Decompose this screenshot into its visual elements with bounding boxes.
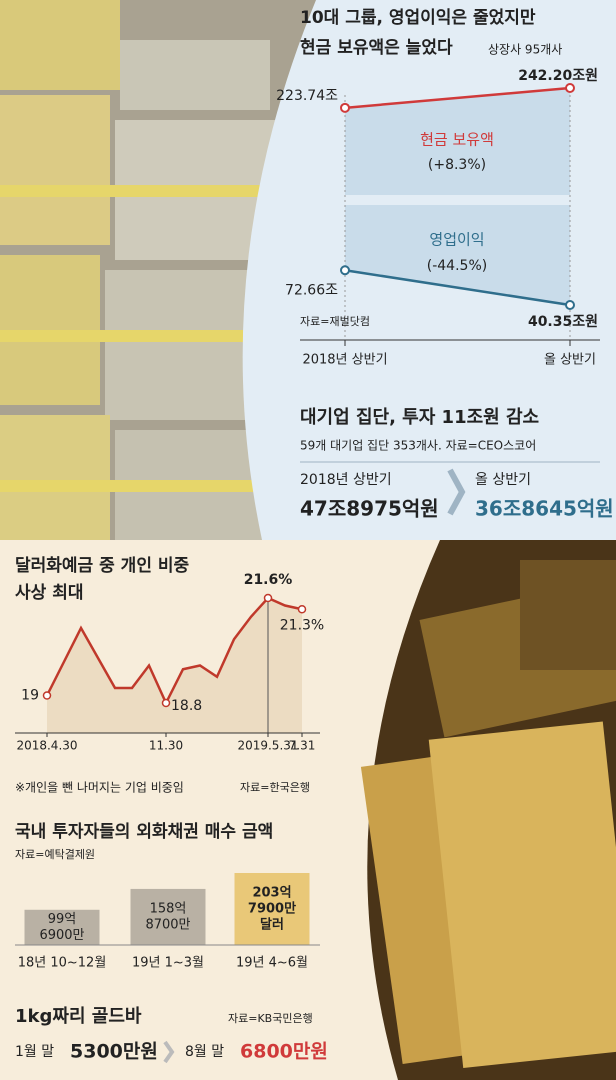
investment-subtitle: 59개 대기업 집단 353개사. 자료=CEO스코어 bbox=[300, 439, 536, 453]
area bbox=[47, 598, 302, 733]
value-label: 223.74조 bbox=[276, 88, 338, 104]
bar bbox=[130, 888, 206, 945]
value-label: 7900만 bbox=[248, 901, 296, 917]
source: 자료=예탁결제원 bbox=[15, 848, 95, 861]
bar bbox=[24, 909, 100, 945]
marker bbox=[297, 605, 307, 614]
chevron bbox=[447, 468, 466, 516]
marker bbox=[565, 83, 575, 93]
x-tick-label: 18년 10~12월 bbox=[18, 956, 107, 971]
value-label: 8700만 bbox=[145, 917, 190, 932]
banknotes bbox=[0, 0, 280, 540]
note: ※개인을 뺀 나머지는 기업 비중임 bbox=[15, 781, 184, 795]
marker bbox=[161, 698, 171, 708]
before-value: 47조8975억원 bbox=[300, 497, 439, 521]
value-label: 21.3% bbox=[280, 617, 324, 633]
chart-title: 현금 보유액은 늘었다 bbox=[300, 37, 453, 58]
x-tick-label: 7.31 bbox=[289, 739, 316, 753]
value-label: 달러 bbox=[260, 917, 284, 933]
value-label: 203억 bbox=[252, 886, 291, 901]
x-tick-label: 19년 1~3월 bbox=[132, 956, 204, 971]
value-label: 21.6% bbox=[244, 572, 293, 588]
chart-title: 10대 그룹, 영업이익은 줄었지만 bbox=[300, 7, 536, 28]
line bbox=[45, 596, 303, 706]
chart-title: 사상 최대 bbox=[15, 583, 83, 603]
marker bbox=[565, 300, 575, 310]
marker bbox=[340, 102, 350, 113]
chart-subtitle: 상장사 95개사 bbox=[488, 43, 562, 57]
x-tick-label: 11.30 bbox=[149, 739, 183, 753]
marker bbox=[263, 593, 273, 603]
line bbox=[344, 269, 571, 307]
annotation: (-44.5%) bbox=[427, 258, 487, 274]
after-label: 올 상반기 bbox=[475, 472, 531, 488]
gold-title: 1kg짜리 골드바 bbox=[15, 1006, 142, 1027]
gold-after-value: 6800만원 bbox=[240, 1041, 328, 1063]
value-label: 99억 bbox=[48, 912, 77, 927]
legend-label: 현금 보유액 bbox=[420, 131, 494, 149]
legend-label: 영업이익 bbox=[429, 231, 484, 249]
value-label: 18.8 bbox=[171, 698, 202, 714]
x-tick-label: 2019.5.31 bbox=[237, 739, 298, 753]
after-value: 36조8645억원 bbox=[475, 497, 614, 521]
source: 자료=재벌닷컴 bbox=[300, 315, 370, 328]
band bbox=[345, 88, 570, 195]
chevron bbox=[163, 1040, 175, 1064]
source: 자료=한국은행 bbox=[240, 781, 310, 794]
x-tick-label: 2018년 상반기 bbox=[302, 353, 387, 368]
bar bbox=[234, 873, 310, 945]
x-tick-label: 2018.4.30 bbox=[16, 739, 77, 753]
chart-title: 달러화예금 중 개인 비중 bbox=[15, 555, 190, 576]
gold-bars bbox=[360, 560, 616, 1068]
x-tick-label: 19년 4~6월 bbox=[236, 956, 308, 971]
annotation: (+8.3%) bbox=[428, 157, 486, 173]
marker bbox=[340, 265, 350, 276]
before-label: 2018년 상반기 bbox=[300, 472, 392, 488]
investment-title: 대기업 집단, 투자 11조원 감소 bbox=[300, 407, 539, 428]
gold-before-value: 5300만원 bbox=[70, 1041, 158, 1063]
marker bbox=[42, 691, 52, 700]
value-label: 242.20조원 bbox=[518, 68, 598, 84]
gold-source: 자료=KB국민은행 bbox=[228, 1012, 313, 1025]
value-label: 40.35조원 bbox=[528, 314, 598, 330]
value-label: 6900만 bbox=[39, 928, 84, 943]
value-label: 72.66조 bbox=[285, 282, 338, 298]
line bbox=[344, 86, 571, 110]
chart-title: 국내 투자자들의 외화채권 매수 금액 bbox=[15, 822, 273, 842]
value-label: 158억 bbox=[150, 901, 187, 916]
band bbox=[345, 205, 570, 305]
gold-before-label: 1월 말 bbox=[15, 1044, 54, 1060]
gold-after-label: 8월 말 bbox=[185, 1044, 224, 1060]
x-tick-label: 올 상반기 bbox=[544, 353, 596, 368]
value-label: 19 bbox=[21, 688, 39, 704]
